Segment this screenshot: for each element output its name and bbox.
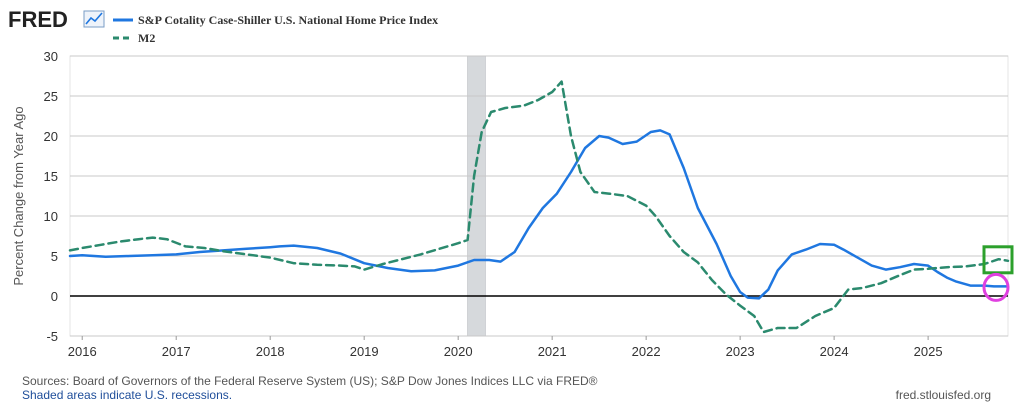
- highlight-markers: [982, 245, 1014, 302]
- y-tick-label: 5: [51, 249, 58, 264]
- plot-background: [69, 55, 1009, 337]
- x-tick-label: 2020: [444, 344, 473, 359]
- legend: S&P Cotality Case-Shiller U.S. National …: [113, 13, 438, 45]
- x-tick-label: 2023: [726, 344, 755, 359]
- x-tick-label: 2018: [256, 344, 285, 359]
- highlight-circle-case-shiller: [982, 272, 1010, 302]
- y-tick-label: 25: [44, 89, 58, 104]
- highlight-box-m2: [982, 245, 1014, 275]
- recession-note-link[interactable]: Shaded areas indicate U.S. recessions.: [22, 388, 233, 402]
- legend-label-m2: M2: [138, 31, 155, 45]
- y-tick-label: 10: [44, 209, 58, 224]
- y-tick-label: 0: [51, 289, 58, 304]
- y-tick-label: 30: [44, 49, 58, 64]
- grid-lines: [70, 55, 1008, 337]
- x-tick-label: 2021: [538, 344, 567, 359]
- plot-area: [68, 55, 1014, 337]
- x-tick-label: 2025: [914, 344, 943, 359]
- y-tick-label: 20: [44, 129, 58, 144]
- x-tick-label: 2016: [68, 344, 97, 359]
- x-tick-label: 2017: [162, 344, 191, 359]
- fred-logo[interactable]: FRED: [8, 7, 105, 32]
- x-tick-label: 2019: [350, 344, 379, 359]
- legend-label-case-shiller: S&P Cotality Case-Shiller U.S. National …: [138, 13, 438, 27]
- series-lines: [68, 80, 1010, 334]
- recession-shading: [467, 55, 486, 337]
- trend-chart-icon: [83, 10, 105, 28]
- y-axis-ticks: -5 0 5 10 15 20 25 30: [44, 49, 58, 344]
- fred-site-link[interactable]: fred.stlouisfed.org: [895, 388, 991, 402]
- y-tick-label: -5: [46, 329, 58, 344]
- footer-sources: Sources: Board of Governors of the Feder…: [22, 374, 598, 388]
- line-chart: FRED S&P Cotality Case-Shiller U.S. Nati…: [8, 7, 1014, 359]
- recession-band: [467, 55, 486, 337]
- x-axis-ticks: 2016 2017 2018 2019 2020 2021 2022 2023 2024 2025: [68, 336, 943, 359]
- y-tick-label: 15: [44, 169, 58, 184]
- series-line-case-shiller: [68, 129, 1010, 300]
- y-axis-title: Percent Change from Year Ago: [11, 106, 26, 285]
- fred-logo-text[interactable]: FRED: [8, 7, 68, 32]
- x-tick-label: 2024: [820, 344, 849, 359]
- x-tick-label: 2022: [632, 344, 661, 359]
- series-line-m2: [68, 80, 1010, 334]
